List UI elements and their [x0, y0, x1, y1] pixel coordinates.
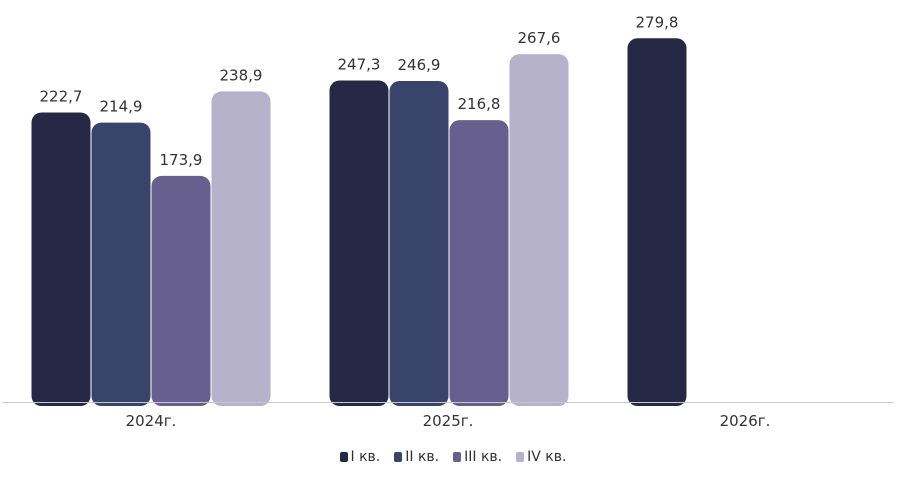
- bar-1-3: [627, 38, 687, 406]
- data-label-1-2: 247,3: [338, 56, 381, 74]
- data-label-3-2: 216,8: [458, 95, 501, 113]
- value-labels-group: 222,7 214,9 173,9 238,9 247,3 246,9 216,8 267,6…: [40, 13, 679, 169]
- legend-item-1: I кв.: [339, 449, 381, 465]
- data-label-2-2: 246,9: [398, 56, 441, 74]
- legend: I кв. II кв. III кв. IV кв.: [0, 449, 906, 465]
- category-labels-group: 2024г. 2025г. 2026г.: [126, 412, 771, 430]
- data-label-1-3: 279,8: [636, 13, 679, 31]
- category-label-3: 2026г.: [720, 412, 771, 430]
- legend-label-3: III кв.: [464, 449, 503, 465]
- bar-3-2: [449, 120, 509, 406]
- bar-3-1: [151, 175, 211, 406]
- legend-swatch-4: [516, 452, 525, 462]
- data-label-4-2: 267,6: [518, 29, 561, 47]
- legend-item-3: III кв.: [453, 449, 502, 465]
- bar-2-2: [389, 81, 449, 406]
- data-label-1-1: 222,7: [40, 87, 83, 105]
- legend-label-4: IV кв.: [527, 449, 567, 465]
- data-label-2-1: 214,9: [100, 98, 143, 116]
- legend-swatch-1: [339, 452, 348, 462]
- data-label-3-1: 173,9: [160, 151, 203, 169]
- bar-4-2: [509, 54, 569, 407]
- legend-label-2: II кв.: [405, 449, 440, 465]
- data-label-4-1: 238,9: [220, 66, 263, 84]
- bar-1-2: [329, 80, 389, 406]
- category-label-1: 2024г.: [126, 412, 177, 430]
- bar-1-1: [31, 112, 91, 407]
- legend-item-2: II кв.: [394, 449, 439, 465]
- legend-item-4: IV кв.: [516, 449, 566, 465]
- legend-swatch-3: [453, 452, 462, 462]
- bars-group: [31, 38, 687, 407]
- legend-swatch-2: [394, 452, 403, 462]
- category-label-2: 2025г.: [423, 412, 474, 430]
- legend-label-1: I кв.: [350, 449, 381, 465]
- bar-4-1: [211, 91, 271, 407]
- bar-2-1: [91, 122, 151, 406]
